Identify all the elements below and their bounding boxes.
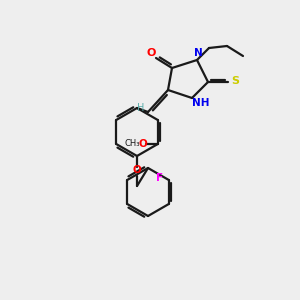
Text: S: S bbox=[231, 76, 239, 86]
Text: O: O bbox=[146, 48, 156, 58]
Text: N: N bbox=[194, 48, 202, 58]
Text: NH: NH bbox=[192, 98, 210, 108]
Text: F: F bbox=[156, 173, 163, 183]
Text: CH₃: CH₃ bbox=[124, 140, 140, 148]
Text: O: O bbox=[138, 139, 147, 149]
Text: H: H bbox=[137, 103, 145, 113]
Text: O: O bbox=[133, 165, 141, 175]
